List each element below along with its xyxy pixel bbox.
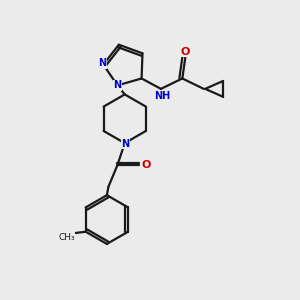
Text: N: N [98,58,106,68]
Text: NH: NH [154,91,170,101]
Text: O: O [181,47,190,57]
Text: CH₃: CH₃ [58,232,75,242]
Text: N: N [121,139,129,149]
Text: N: N [113,80,122,90]
Text: O: O [141,160,151,170]
